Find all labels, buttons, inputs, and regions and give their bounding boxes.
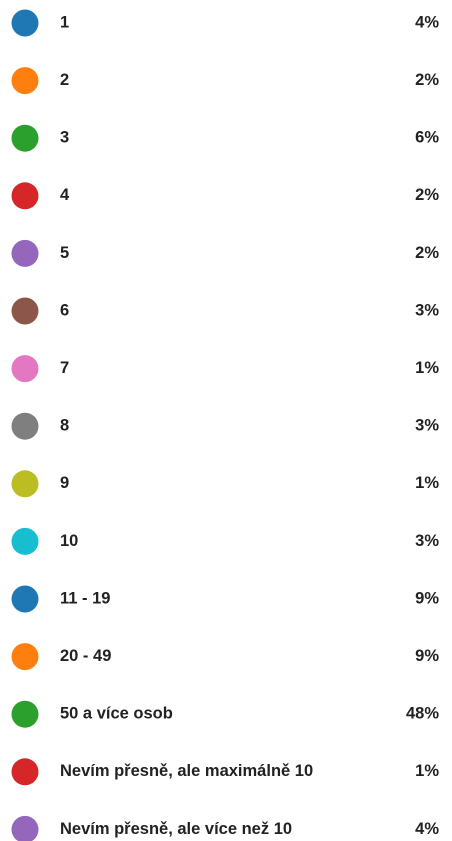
legend-swatch [11, 470, 39, 498]
legend-swatch [11, 67, 39, 95]
legend-swatch [11, 9, 39, 37]
legend-swatch [11, 239, 39, 267]
legend-label: 2 [60, 71, 69, 89]
legend-label: 5 [60, 244, 69, 262]
legend-swatch [11, 643, 39, 671]
value-label: 3% [415, 301, 439, 319]
value-label: 4% [415, 13, 439, 31]
legend-swatch [11, 585, 39, 613]
legend-label: 9 [60, 474, 69, 492]
legend-label: 10 [60, 532, 78, 550]
value-label: 2% [415, 186, 439, 204]
value-label: 1% [415, 474, 439, 492]
value-label: 9% [415, 589, 439, 607]
value-label: 1% [415, 762, 439, 780]
value-label: 2% [415, 71, 439, 89]
legend-label: 50 a více osob [60, 705, 173, 723]
legend-swatch [11, 124, 39, 152]
value-label: 6% [415, 129, 439, 147]
legend-label: 7 [60, 359, 69, 377]
legend-label: 11 - 19 [60, 589, 110, 607]
value-label: 4% [415, 820, 439, 838]
value-label: 1% [415, 359, 439, 377]
legend-label: 1 [60, 13, 69, 31]
legend-swatch [11, 700, 39, 728]
value-label: 48% [406, 705, 439, 723]
legend-label: 6 [60, 301, 69, 319]
legend-swatch [11, 182, 39, 210]
value-label: 2% [415, 244, 439, 262]
value-label: 9% [415, 647, 439, 665]
legend-label: 3 [60, 129, 69, 147]
legend-label: Nevím přesně, ale maximálně 10 [60, 762, 313, 780]
legend-label: 4 [60, 186, 70, 204]
legend-swatch [11, 355, 39, 383]
value-label: 3% [415, 417, 439, 435]
legend-swatch [11, 412, 39, 440]
legend-label: 20 - 49 [60, 647, 111, 665]
value-label: 3% [415, 532, 439, 550]
legend-swatch [11, 527, 39, 555]
legend-swatch [11, 815, 39, 841]
legend-label: Nevím přesně, ale více než 10 [60, 820, 292, 838]
legend-swatch [11, 297, 39, 325]
legend-swatch [11, 758, 39, 786]
legend-label: 8 [60, 417, 69, 435]
